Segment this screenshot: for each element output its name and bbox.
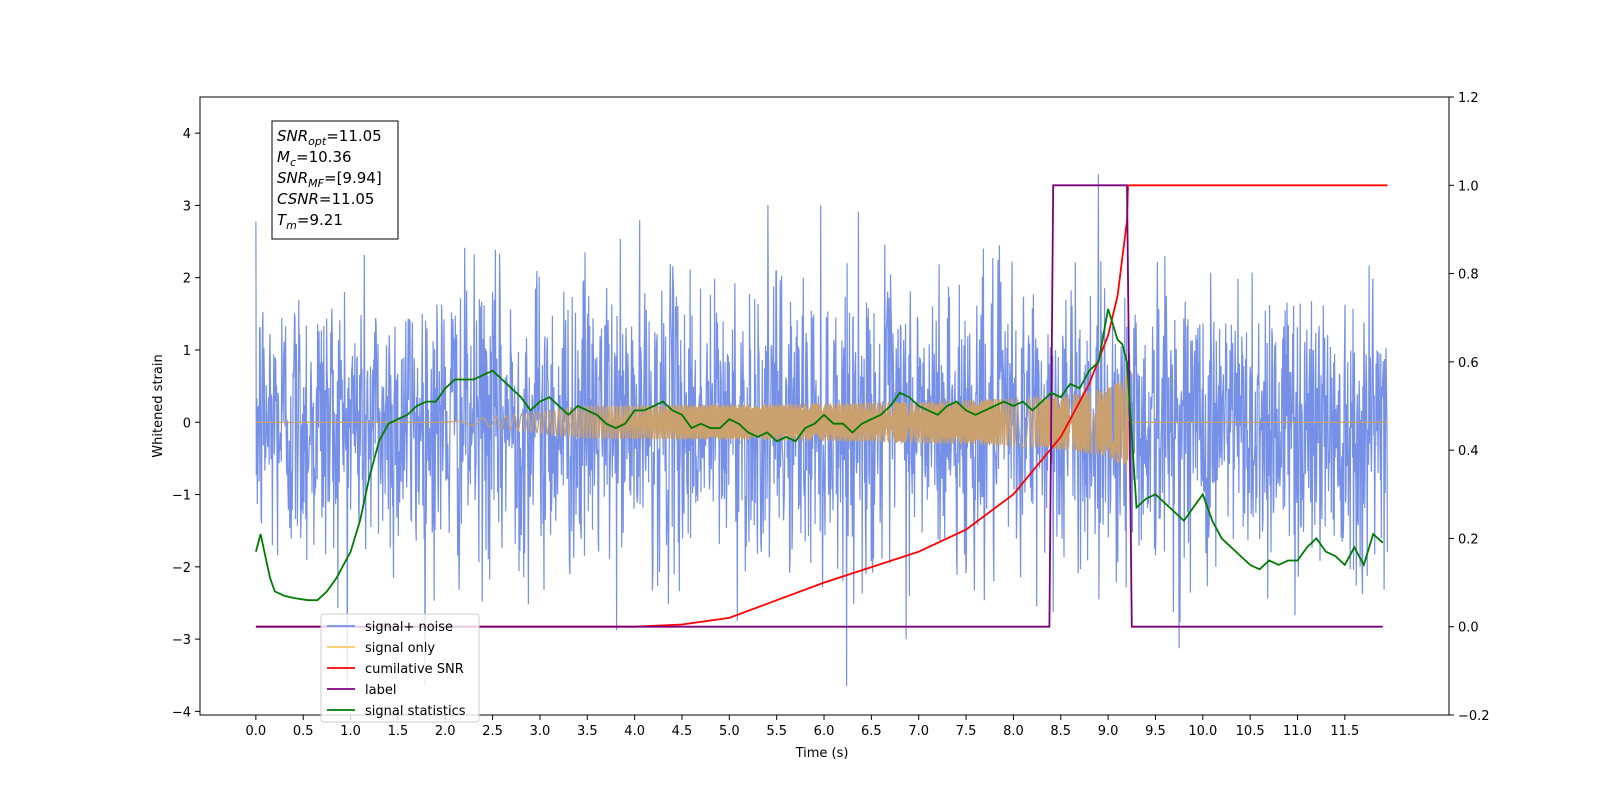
x-tick-label: 11.0 xyxy=(1283,724,1312,739)
y-tick-label-left: 1 xyxy=(183,344,191,359)
y-tick-label-right: 1.0 xyxy=(1458,179,1479,194)
legend-label: signal+ noise xyxy=(365,620,453,635)
x-tick-label: 7.5 xyxy=(956,724,977,739)
y-tick-label-left: 2 xyxy=(183,272,191,287)
annotation-line: Mc=10.36 xyxy=(277,148,352,169)
y-tick-label-left: −3 xyxy=(172,633,191,648)
annotation-frame xyxy=(271,120,399,240)
y-tick-label-right: 0.6 xyxy=(1458,356,1479,371)
legend-label: label xyxy=(365,683,396,698)
x-tick-label: 3.5 xyxy=(577,724,598,739)
y-tick-label-right: 1.2 xyxy=(1458,91,1479,106)
x-tick-label: 3.0 xyxy=(530,724,551,739)
y-tick-label-right: 0.0 xyxy=(1458,621,1479,636)
legend-label: signal only xyxy=(365,641,435,656)
y-tick-label-right: −0.2 xyxy=(1458,709,1490,724)
legend-frame xyxy=(320,613,480,723)
x-tick-label: 10.5 xyxy=(1236,724,1265,739)
y-tick-label-left: −2 xyxy=(172,561,191,576)
y-tick-label-right: 0.8 xyxy=(1458,268,1479,283)
y-tick-label-right: 0.4 xyxy=(1458,444,1479,459)
y-axis-label: Whitened strain xyxy=(151,354,166,457)
x-tick-label: 4.5 xyxy=(672,724,693,739)
x-tick-label: 8.0 xyxy=(1003,724,1024,739)
x-tick-label: 4.0 xyxy=(624,724,645,739)
plot-area xyxy=(255,174,1389,687)
x-tick-label: 10.0 xyxy=(1188,724,1217,739)
legend: signal+ noise signal only cumilative SNR la… xyxy=(320,613,480,723)
series-cumulative-snr xyxy=(255,184,1388,628)
series-signal-noise xyxy=(255,174,1389,687)
series-signal-statistics xyxy=(255,308,1384,602)
x-tick-label: 0.5 xyxy=(293,724,314,739)
x-tick-label: 9.0 xyxy=(1098,724,1119,739)
x-tick-label: 1.5 xyxy=(388,724,409,739)
y-tick-label-right: 0.2 xyxy=(1458,532,1479,547)
x-tick-label: 2.5 xyxy=(482,724,503,739)
x-tick-label: 5.5 xyxy=(766,724,787,739)
x-tick-label: 0.0 xyxy=(246,724,267,739)
x-tick-label: 7.0 xyxy=(908,724,929,739)
x-tick-label: 6.0 xyxy=(814,724,835,739)
x-tick-label: 11.5 xyxy=(1330,724,1359,739)
series-label xyxy=(255,184,1383,628)
y-tick-label-left: 3 xyxy=(183,199,191,214)
y-tick-label-left: −1 xyxy=(172,489,191,504)
y-tick-label-left: 4 xyxy=(183,127,191,142)
x-axis-label: Time (s) xyxy=(795,746,849,761)
x-tick-label: 9.5 xyxy=(1145,724,1166,739)
legend-label: signal statistics xyxy=(365,704,466,719)
series-signal-only xyxy=(255,370,1388,474)
x-tick-label: 6.5 xyxy=(861,724,882,739)
y-tick-label-left: −4 xyxy=(172,705,191,720)
x-tick-label: 2.0 xyxy=(435,724,456,739)
x-tick-label: 8.5 xyxy=(1050,724,1071,739)
annotation-box: SNRopt=11.05Mc=10.36SNRMF=[9.94]CSNR=11.… xyxy=(271,120,399,240)
legend-label: cumilative SNR xyxy=(365,662,464,677)
axes: 0.0 0.5 1.0 1.5 2.0 2.5 3.0 3.5 4.0 4.5 5.0 5.5 6.0 6… xyxy=(172,91,1490,739)
y-tick-label-left: 0 xyxy=(183,416,191,431)
annotation-line: SNRMF=[9.94] xyxy=(277,169,382,190)
annotation-line: SNRopt=11.05 xyxy=(277,127,382,148)
x-tick-label: 5.0 xyxy=(719,724,740,739)
x-tick-label: 1.0 xyxy=(340,724,361,739)
annotation-line: CSNR=11.05 xyxy=(277,190,374,208)
annotation-line: Tm=9.21 xyxy=(277,211,343,232)
